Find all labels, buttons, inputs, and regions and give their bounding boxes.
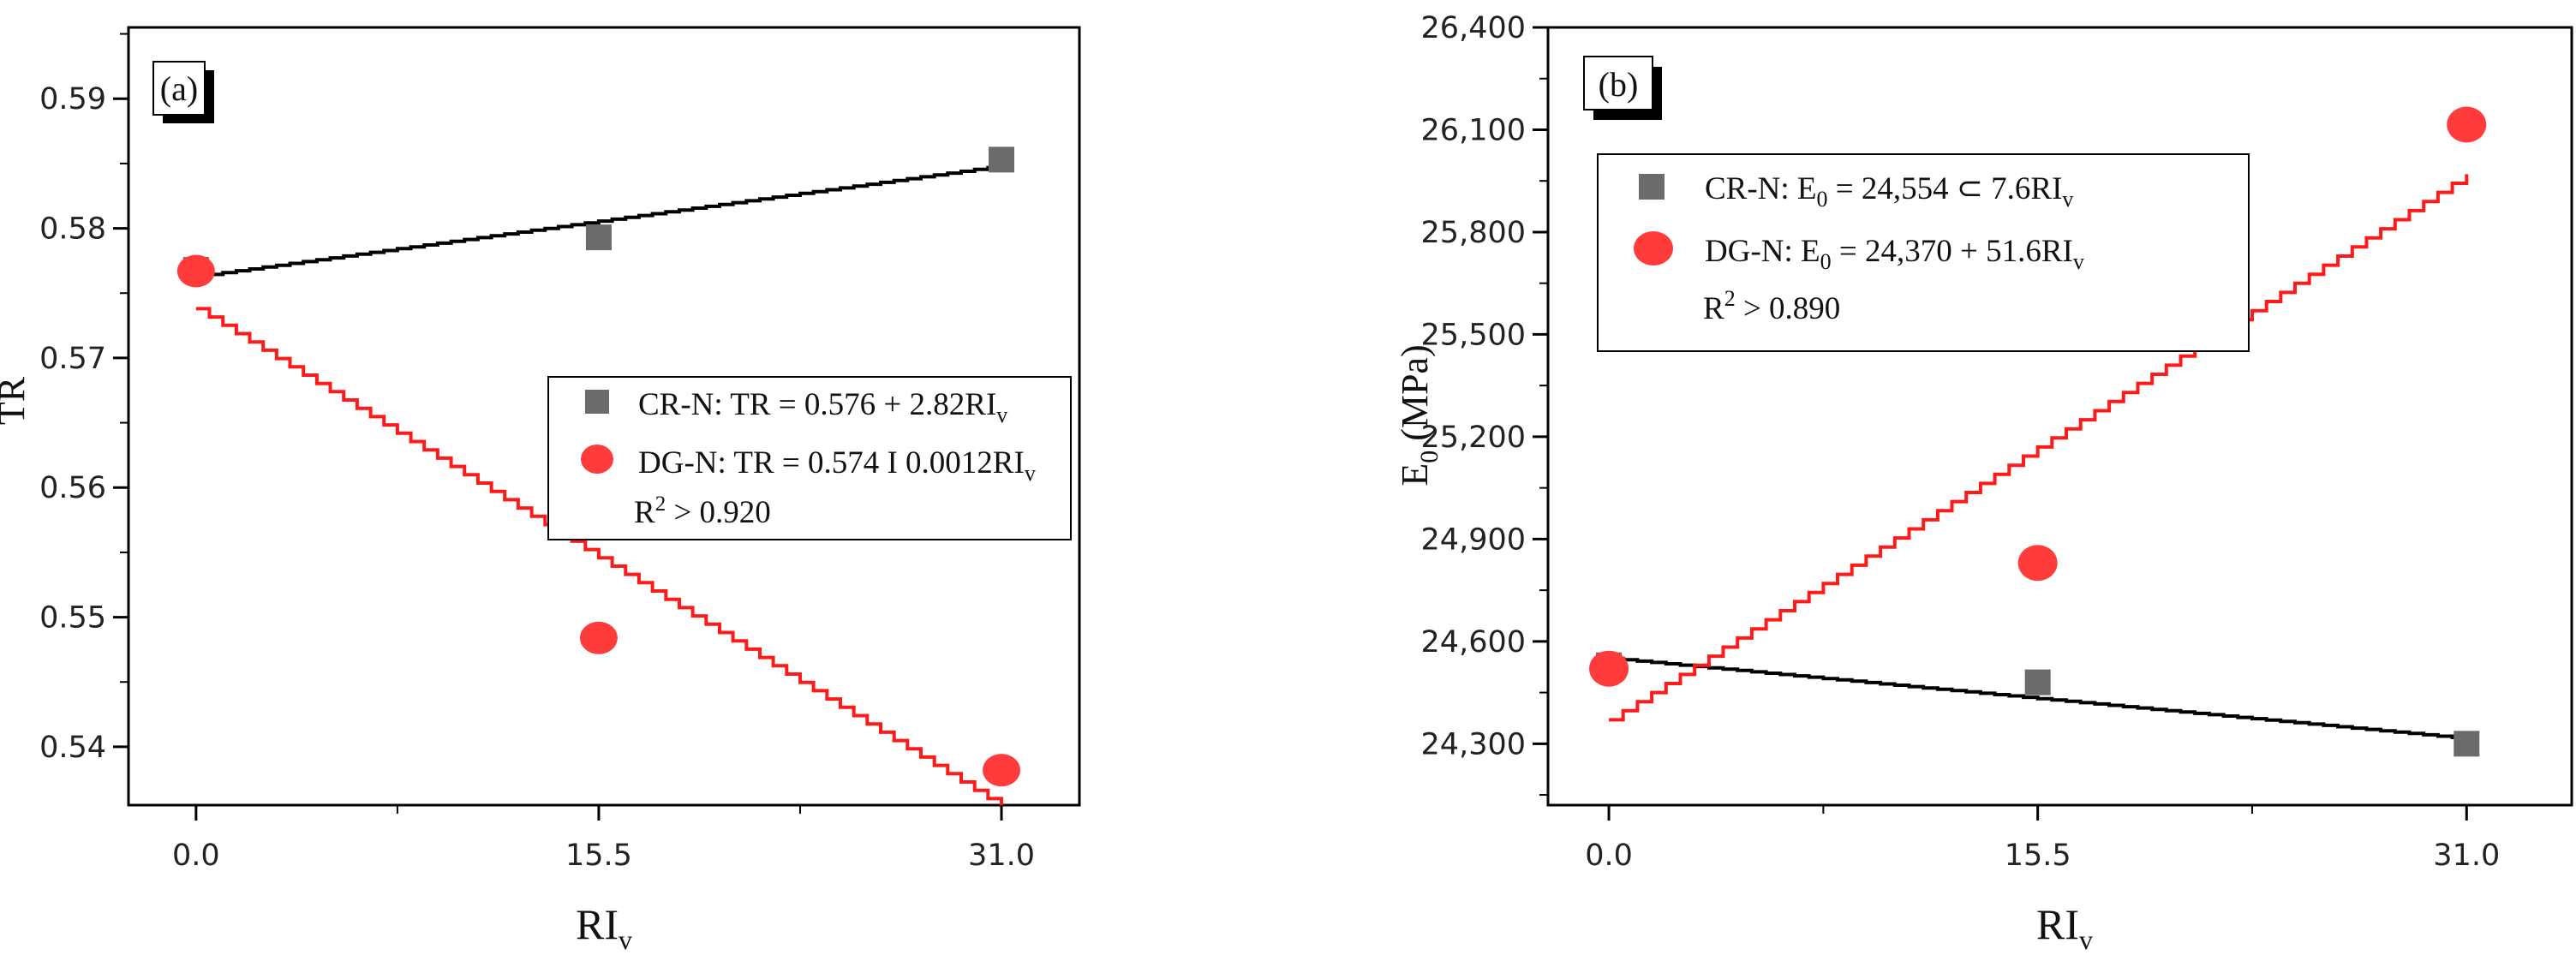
y-tick-label: 0.59 xyxy=(39,82,106,116)
panel-b-legend: CR-N: E0 = 24,554 ⊂ 7.6RIv DG-N: E0 = 24… xyxy=(1597,153,2250,352)
data-point-dgn xyxy=(983,754,1021,787)
panel-b-label-box: (b) xyxy=(1583,56,1662,120)
y-tick-label: 0.54 xyxy=(39,731,106,765)
data-point-crn xyxy=(989,146,1015,173)
y-tick-label: 26,400 xyxy=(1421,11,1526,45)
x-tick-label: 31.0 xyxy=(2433,839,2500,873)
y-tick-label: 25,800 xyxy=(1421,216,1526,250)
panel-b-legend-r2: R2 > 0.890 xyxy=(1703,286,1840,326)
y-tick-label: 25,200 xyxy=(1421,421,1526,455)
data-point-dgn xyxy=(176,254,215,288)
panel-a-legend-r2: R2 > 0.920 xyxy=(634,492,771,530)
y-tick-label: 26,100 xyxy=(1421,113,1526,147)
data-point-dgn xyxy=(2017,545,2058,582)
x-tick-label: 31.0 xyxy=(968,839,1035,873)
panel-b-label: (b) xyxy=(1599,65,1639,104)
panel-b-y-axis-title: E0 (MPa) xyxy=(1394,344,1443,486)
panel-a-plot-frame xyxy=(127,26,1081,807)
panel-a-legend: CR-N: TR = 0.576 + 2.82RIv DG-N: TR = 0.… xyxy=(547,376,1072,540)
panel-b-plot-frame xyxy=(1546,26,2573,807)
panel-a-legend-box xyxy=(547,376,1072,540)
y-tick-label: 0.57 xyxy=(39,342,106,376)
legend-square-marker xyxy=(1639,174,1665,200)
panel-a-label: (a) xyxy=(160,69,198,108)
data-point-dgn xyxy=(2447,106,2487,143)
y-tick-label: 0.55 xyxy=(39,601,106,636)
panel-a-y-axis-title: TR xyxy=(0,376,33,425)
y-tick-label: 0.58 xyxy=(39,212,106,247)
y-tick-label: 0.56 xyxy=(39,471,106,505)
legend-circle-marker xyxy=(1634,231,1673,266)
panel-a-legend-dgn: DG-N: TR = 0.574 I 0.0012RIv xyxy=(638,445,1036,486)
data-point-crn xyxy=(585,224,612,251)
panel-b-x-axis-title: RIv xyxy=(2036,900,2093,955)
y-tick-label: 24,600 xyxy=(1421,625,1526,660)
legend-circle-marker xyxy=(581,445,613,474)
fit-line-crn xyxy=(1609,656,2469,739)
panel-a-x-axis-title: RIv xyxy=(576,900,632,955)
panel-b-legend-crn: CR-N: E0 = 24,554 ⊂ 7.6RIv xyxy=(1705,171,2073,212)
panel-a-legend-crn: CR-N: TR = 0.576 + 2.82RIv xyxy=(638,387,1007,427)
data-point-crn xyxy=(2453,731,2480,757)
x-tick-label: 0.0 xyxy=(1585,839,1633,873)
panel-b: 0.0 15.5 31.0 24,300 24,600 24,900 25,200 25,5… xyxy=(1394,11,2573,955)
fit-line-crn xyxy=(195,165,1003,278)
legend-square-marker xyxy=(585,390,609,414)
panel-b-legend-dgn: DG-N: E0 = 24,370 + 51.6RIv xyxy=(1705,234,2084,274)
fit-line-dgn xyxy=(1609,174,2469,722)
y-tick-label: 24,900 xyxy=(1421,522,1526,557)
panel-a: 0.0 15.5 31.0 0.54 0.55 0.56 0.57 0.58 0.59 (a)… xyxy=(0,26,1081,955)
panel-a-label-box: (a) xyxy=(152,61,214,123)
x-tick-label: 15.5 xyxy=(565,839,632,873)
data-point-crn xyxy=(2024,669,2051,695)
data-point-dgn xyxy=(1589,650,1629,687)
panel-b-legend-box xyxy=(1597,153,2250,352)
fit-line-dgn xyxy=(195,307,1003,808)
x-tick-label: 15.5 xyxy=(2005,839,2071,873)
y-tick-label: 25,500 xyxy=(1421,318,1526,352)
y-tick-label: 24,300 xyxy=(1421,727,1526,761)
data-point-dgn xyxy=(579,621,618,654)
x-tick-label: 0.0 xyxy=(172,839,220,873)
